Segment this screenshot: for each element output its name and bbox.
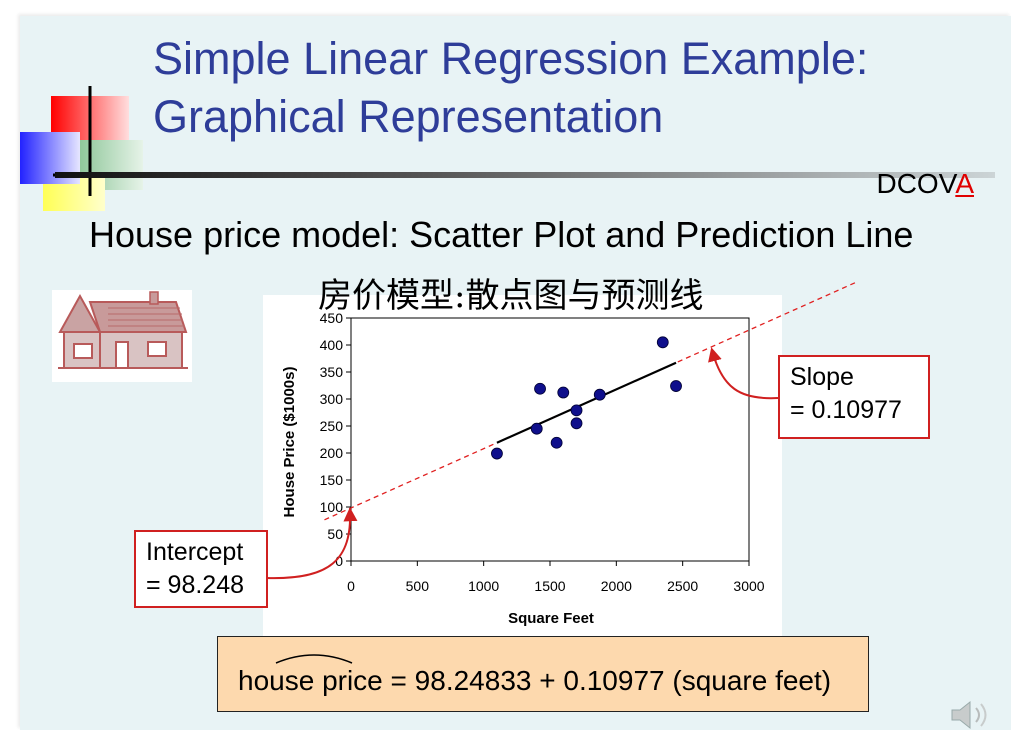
data-point [534,382,546,395]
y-tick-label: 300 [320,391,344,407]
y-tick-label: 200 [320,445,344,461]
section-tag: DCOVA [876,168,974,200]
equation-rhs: = 98.24833 + 0.10977 (square feet) [382,665,832,696]
data-point [491,447,503,460]
slope-callout-value: = 0.10977 [790,396,902,424]
y-tick-label: 50 [327,526,343,542]
data-point [656,336,669,349]
x-tick-label: 2000 [601,578,632,594]
title-line-2: Graphical Representation [153,91,664,142]
y-tick-label: 250 [320,418,344,434]
intercept-callout-label: Intercept [146,538,244,566]
x-tick-label: 2500 [667,578,698,594]
y-tick-label: 350 [320,364,344,380]
fitted-regression-line [496,361,677,444]
x-tick-label: 0 [347,578,355,594]
house-icon [52,290,192,382]
subtitle-chinese: 房价模型:散点图与预测线 [318,276,704,316]
y-axis-label: House Price ($1000s) [281,367,298,518]
y-tick-label: 150 [320,472,344,488]
data-point [530,422,543,435]
intercept-callout-value: = 98.248 [146,571,245,599]
slope-callout-label: Slope [790,363,854,391]
x-tick-label: 500 [406,578,430,594]
section-tag-prefix: DCOV [876,168,956,199]
regression-equation: house price = 98.24833 + 0.10977 (square… [217,636,869,712]
data-point [570,404,583,417]
section-tag-highlight: A [955,168,974,199]
slope-callout: Slope = 0.10977 [778,355,930,439]
slope-callout-arrow [708,347,779,400]
x-axis-label: Square Feet [508,610,594,627]
data-point [557,386,570,399]
title-divider [55,172,995,178]
intercept-callout: Intercept = 98.248 [134,530,268,608]
slide-title: Simple Linear Regression Example: Graphi… [153,30,973,146]
subtitle: House price model: Scatter Plot and Pred… [89,214,914,255]
x-tick-label: 1000 [468,578,499,594]
x-tick-label: 3000 [733,578,764,594]
y-tick-label: 400 [320,337,344,353]
x-tick-label: 1500 [534,578,565,594]
hat-symbol [275,654,353,664]
data-point [550,436,563,449]
speaker-icon[interactable] [950,700,994,730]
intercept-callout-arrow [265,507,358,580]
y-tick-label: 100 [320,499,344,515]
decorative-squares [20,86,143,211]
y-tick-label: 0 [335,553,343,569]
data-point [593,388,606,401]
plot-frame [350,317,750,562]
data-point [570,417,583,430]
title-line-1: Simple Linear Regression Example: [153,33,869,84]
y-tick-label: 450 [320,310,344,326]
equation-lhs: house price [238,665,383,696]
data-point [670,380,682,392]
